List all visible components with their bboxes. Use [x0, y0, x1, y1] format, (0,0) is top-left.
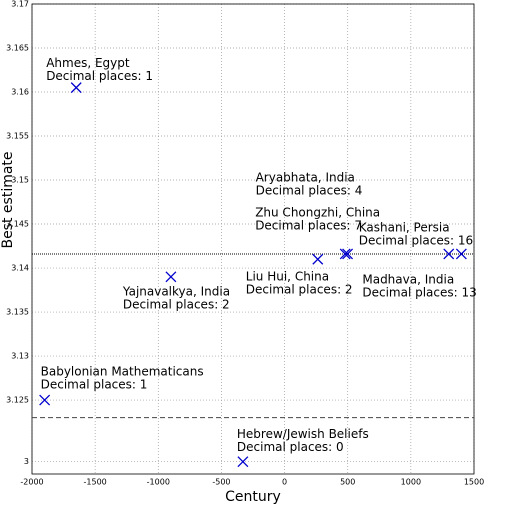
y-axis-label: Best estimate: [0, 151, 16, 248]
y-tick-label: 3.14: [11, 264, 29, 273]
x-tick-label: -2000: [20, 478, 43, 487]
y-tick-label: 3.125: [6, 396, 29, 405]
plot-frame: [31, 3, 475, 475]
point-note: Decimal places: 2: [123, 297, 230, 311]
point-marker: [342, 248, 354, 260]
point-note: Decimal places: 1: [41, 378, 148, 392]
point-note: Decimal places: 13: [362, 285, 476, 299]
point-label: Madhava, India: [362, 272, 454, 286]
point-note: Decimal places: 4: [256, 183, 363, 197]
point-note: Decimal places: 7: [255, 218, 362, 232]
y-tick-label: 3.16: [11, 88, 29, 97]
point-marker: [312, 253, 324, 265]
y-tick-label: 3: [24, 457, 29, 466]
x-tick-label: 1000: [401, 478, 421, 487]
y-tick-label: 3.135: [6, 308, 29, 317]
point-label: Hebrew/Jewish Beliefs: [237, 427, 369, 441]
point-marker: [165, 271, 177, 283]
point-note: Decimal places: 2: [246, 283, 353, 297]
y-tick-label: 3.165: [6, 44, 29, 53]
point-label: Yajnavalkya, India: [122, 284, 230, 298]
y-tick-label: 3.17: [11, 0, 29, 9]
point-marker: [70, 82, 82, 94]
y-tick-label: 3.15: [11, 176, 29, 185]
point-marker: [455, 248, 467, 260]
x-tick-label: 500: [340, 478, 355, 487]
point-label: Babylonian Mathematicans: [41, 365, 204, 379]
x-axis-label: Century: [225, 489, 281, 505]
y-tick-label: 3.155: [6, 132, 29, 141]
point-note: Decimal places: 16: [359, 233, 473, 247]
x-tick-label: -1000: [147, 478, 170, 487]
point-marker: [443, 248, 455, 260]
x-tick-label: -500: [212, 478, 230, 487]
point-label: Liu Hui, China: [246, 270, 329, 284]
y-tick-label: 3.145: [6, 220, 29, 229]
point-label: Zhu Chongzhi, China: [255, 205, 380, 219]
x-tick-label: 0: [282, 478, 287, 487]
point-marker: [339, 248, 351, 260]
point-note: Decimal places: 1: [46, 69, 153, 83]
point-label: Ahmes, Egypt: [46, 56, 130, 70]
x-tick-label: -1500: [84, 478, 107, 487]
y-tick-label: 3.13: [11, 352, 29, 361]
point-label: Aryabhata, India: [256, 170, 355, 184]
x-tick-label: 1500: [464, 478, 484, 487]
point-label: Kashani, Persia: [359, 220, 450, 234]
point-note: Decimal places: 0: [237, 440, 344, 454]
point-marker: [39, 394, 51, 406]
point-marker: [237, 456, 249, 468]
